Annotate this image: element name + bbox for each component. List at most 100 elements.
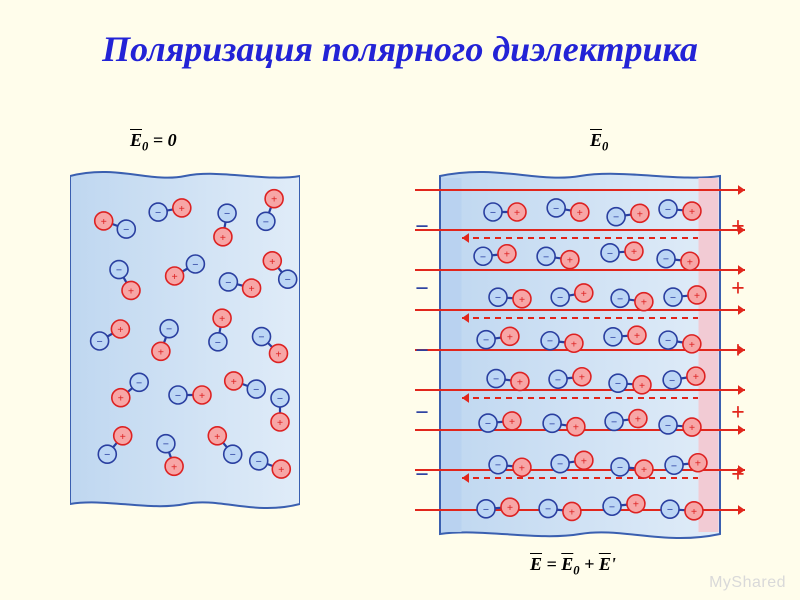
svg-text:+: +	[631, 246, 637, 258]
svg-text:−: −	[215, 337, 221, 349]
svg-text:−: −	[665, 420, 671, 432]
svg-text:+: +	[577, 207, 583, 219]
page-root: Поляризация полярного диэлектрика E0 = 0…	[0, 0, 800, 600]
diagram-no-field: −+−+−+−+−+−+−+−+−+−+−+−+−+−+−+−+−+−+−+−+	[70, 170, 300, 510]
svg-text:−: −	[667, 504, 673, 516]
svg-text:−: −	[671, 460, 677, 472]
svg-text:+: +	[731, 276, 745, 302]
svg-text:−: −	[607, 248, 613, 260]
svg-text:−: −	[253, 384, 259, 396]
svg-text:+: +	[641, 464, 647, 476]
svg-text:−: −	[547, 336, 553, 348]
svg-text:+: +	[219, 313, 225, 325]
svg-text:+: +	[248, 283, 254, 295]
svg-text:+: +	[687, 256, 693, 268]
svg-text:+: +	[639, 380, 645, 392]
svg-text:+: +	[269, 256, 275, 268]
svg-text:−: −	[483, 504, 489, 516]
svg-text:+: +	[231, 376, 237, 388]
svg-text:−: −	[230, 449, 236, 461]
svg-text:+: +	[635, 414, 641, 426]
svg-text:−: −	[609, 501, 615, 513]
svg-text:−: −	[557, 292, 563, 304]
formula-right-top: E0	[590, 130, 608, 155]
svg-text:+: +	[689, 339, 695, 351]
svg-text:−: −	[175, 390, 181, 402]
svg-text:+: +	[731, 214, 745, 240]
svg-text:−: −	[96, 336, 102, 348]
svg-text:+: +	[581, 288, 587, 300]
svg-text:−: −	[490, 207, 496, 219]
svg-text:−: −	[123, 224, 129, 236]
svg-text:+: +	[694, 290, 700, 302]
svg-text:+: +	[214, 431, 220, 443]
svg-text:−: −	[104, 449, 110, 461]
svg-text:+: +	[519, 462, 525, 474]
svg-text:−: −	[225, 277, 231, 289]
svg-text:+: +	[695, 458, 701, 470]
svg-text:+: +	[199, 390, 205, 402]
svg-text:−: −	[615, 378, 621, 390]
svg-text:−: −	[155, 207, 161, 219]
svg-text:−: −	[116, 265, 122, 277]
formula-right-bottom: E = E0 + E'	[530, 554, 616, 579]
svg-text:+: +	[689, 206, 695, 218]
svg-text:+: +	[128, 285, 134, 297]
svg-text:−: −	[256, 456, 262, 468]
svg-text:−: −	[192, 259, 198, 271]
svg-text:+: +	[277, 417, 283, 429]
svg-text:+: +	[634, 330, 640, 342]
svg-text:−: −	[415, 214, 429, 240]
svg-text:−: −	[263, 216, 269, 228]
svg-text:−: −	[136, 377, 142, 389]
svg-text:+: +	[158, 346, 164, 358]
svg-text:+: +	[120, 431, 126, 443]
svg-text:−: −	[485, 418, 491, 430]
svg-text:−: −	[166, 324, 172, 336]
svg-text:+: +	[278, 464, 284, 476]
svg-text:−: −	[277, 393, 283, 405]
svg-text:+: +	[171, 461, 177, 473]
svg-text:−: −	[669, 375, 675, 387]
svg-text:−: −	[480, 251, 486, 263]
svg-text:−: −	[495, 460, 501, 472]
svg-text:−: −	[663, 254, 669, 266]
svg-text:+: +	[517, 376, 523, 388]
svg-text:+: +	[689, 422, 695, 434]
svg-text:+: +	[507, 331, 513, 343]
svg-text:+: +	[514, 207, 520, 219]
svg-text:−: −	[493, 374, 499, 386]
svg-text:−: −	[553, 203, 559, 215]
svg-text:+: +	[633, 499, 639, 511]
svg-text:−: −	[543, 251, 549, 263]
svg-text:−: −	[415, 400, 429, 426]
svg-text:+: +	[118, 393, 124, 405]
svg-text:+: +	[101, 216, 107, 228]
svg-text:+: +	[579, 372, 585, 384]
svg-text:−: −	[415, 338, 429, 364]
svg-text:+: +	[275, 348, 281, 360]
svg-text:+: +	[519, 294, 525, 306]
svg-text:+: +	[731, 338, 745, 364]
svg-text:−: −	[415, 462, 429, 488]
svg-text:−: −	[557, 459, 563, 471]
svg-text:+: +	[509, 416, 515, 428]
svg-text:−: −	[224, 208, 230, 220]
svg-text:−: −	[163, 439, 169, 451]
svg-text:−: −	[555, 374, 561, 386]
svg-text:+: +	[691, 506, 697, 518]
diagram-with-field: − + − + − + − + − + − + − + − + − + − + − + − + − + − + − + − + − + − + − + − +…	[395, 170, 765, 550]
svg-text:−: −	[495, 292, 501, 304]
svg-text:−: −	[611, 416, 617, 428]
svg-text:−: −	[617, 293, 623, 305]
watermark: MyShared	[709, 574, 786, 592]
svg-text:+: +	[504, 249, 510, 261]
svg-text:−: −	[670, 292, 676, 304]
svg-text:+: +	[179, 203, 185, 215]
svg-text:+: +	[637, 208, 643, 220]
svg-text:−: −	[613, 212, 619, 224]
svg-text:+: +	[571, 338, 577, 350]
svg-text:+: +	[641, 297, 647, 309]
svg-text:+: +	[581, 455, 587, 467]
svg-text:−: −	[665, 204, 671, 216]
